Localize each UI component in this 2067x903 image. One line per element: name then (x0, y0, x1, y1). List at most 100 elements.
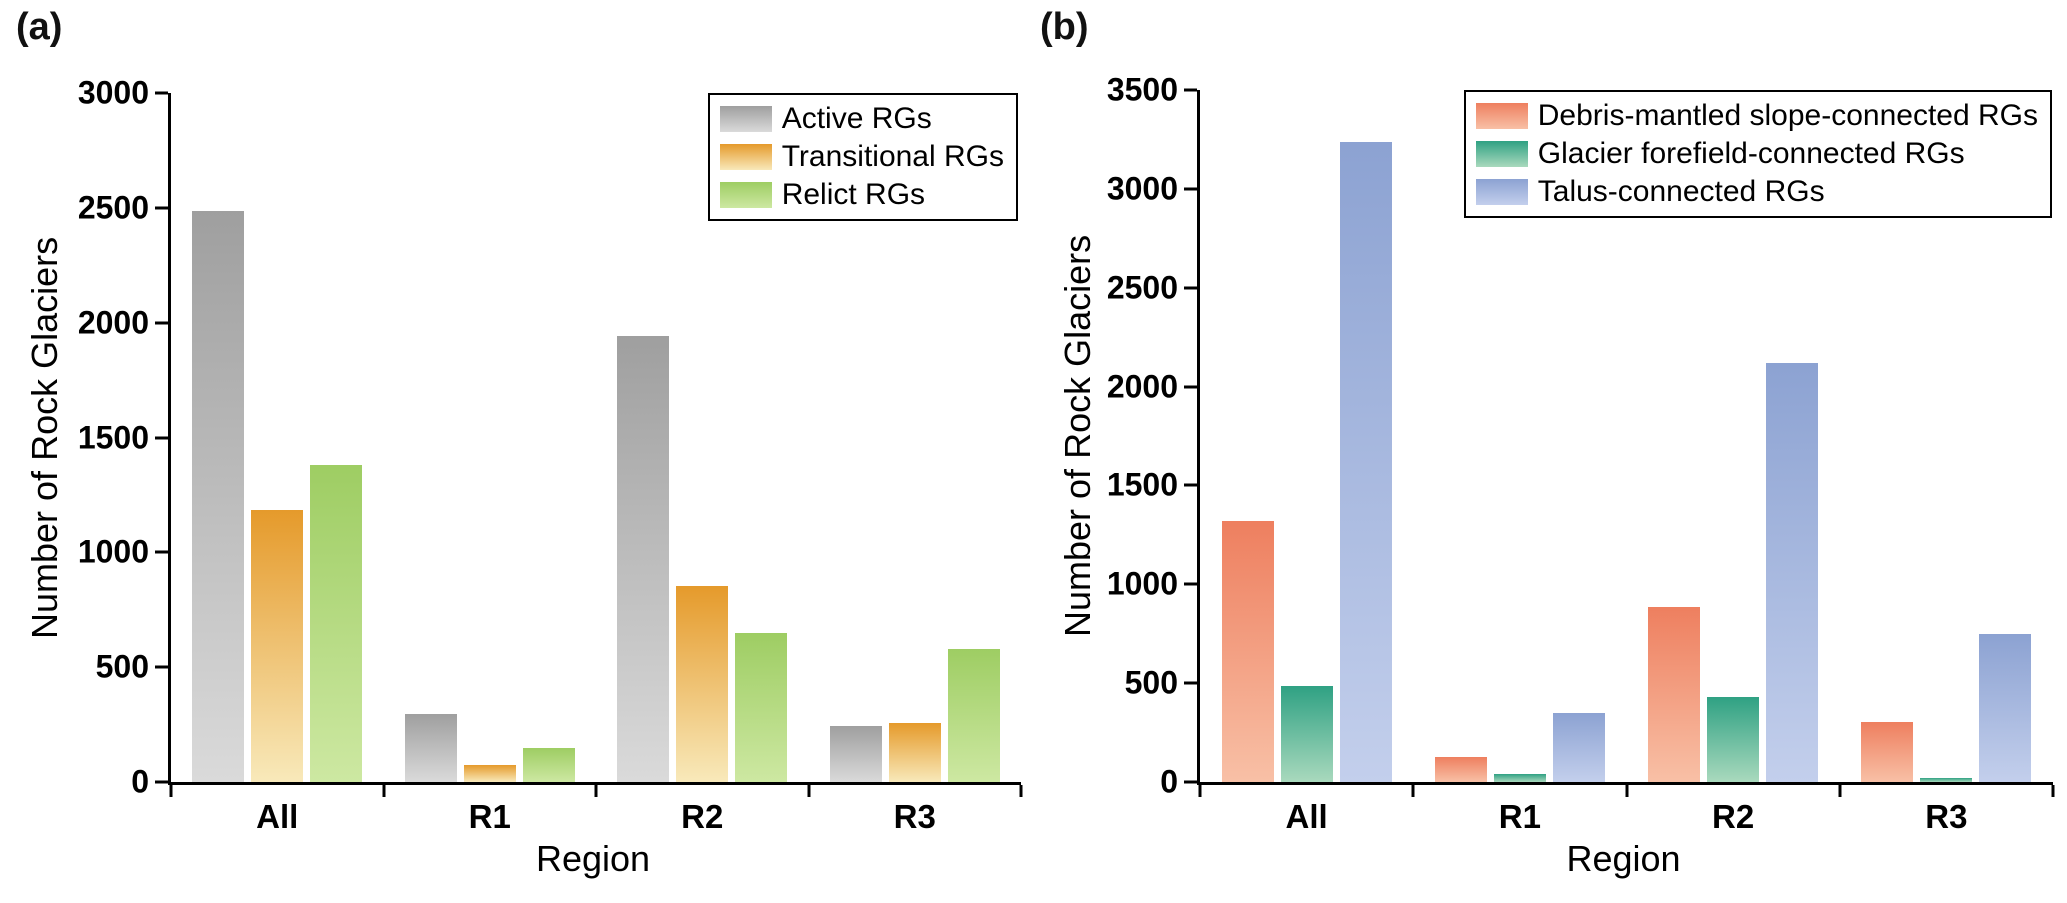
panel-a-x-axis-title: Region (535, 838, 651, 879)
bar-relict-rgs-r3 (947, 648, 1000, 782)
x-category-label-r3: R3 (1925, 798, 1968, 835)
x-axis-tick (1019, 785, 1023, 797)
legend-swatch-debris-mantled-slope-connected-rgs (1475, 103, 1528, 129)
legend-swatch-active-rgs (719, 106, 772, 132)
bar-debris-mantled-slope-connected-rgs-r2 (1648, 607, 1701, 782)
y-axis-tick (1184, 483, 1197, 487)
y-axis-tick (1184, 681, 1197, 685)
bar-relict-rgs-r2 (735, 632, 788, 782)
legend-item-relict-rgs: Relict RGs (719, 178, 1004, 212)
y-axis-tick-label: 2000 (77, 304, 149, 341)
x-axis-tick (382, 785, 385, 797)
legend-swatch-relict-rgs (719, 182, 772, 208)
y-axis-tick-label: 1000 (77, 533, 149, 570)
y-axis-tick (1184, 88, 1197, 92)
x-axis-tick (1838, 785, 1842, 797)
y-axis-tick (155, 665, 168, 669)
x-axis-tick (594, 785, 598, 797)
legend-label-transitional-rgs: Transitional RGs (781, 140, 1004, 173)
x-axis-tick (169, 785, 173, 797)
bar-talus-connected-rgs-all (1339, 142, 1392, 782)
legend-item-glacier-forefield-connected-rgs: Glacier forefield-connected RGs (1475, 137, 2038, 171)
legend-label-active-rgs: Active RGs (781, 102, 932, 135)
y-axis-tick-label: 3500 (1106, 71, 1178, 108)
x-category-label-r2: R2 (681, 798, 724, 835)
bar-glacier-forefield-connected-rgs-r3 (1920, 778, 1973, 782)
bar-glacier-forefield-connected-rgs-r1 (1493, 774, 1546, 782)
bar-talus-connected-rgs-r3 (1979, 633, 2032, 782)
panel-a-legend: Active RGs Transitional RGs Relict RGs (707, 93, 1018, 221)
x-axis-tick (1625, 785, 1628, 797)
legend-label-debris-mantled-slope-connected-rgs: Debris-mantled slope-connected RGs (1537, 99, 2038, 132)
legend-swatch-talus-connected-rgs (1475, 179, 1528, 205)
panel-b-x-axis-title: Region (1566, 838, 1681, 879)
bar-relict-rgs-all (310, 465, 363, 782)
bar-debris-mantled-slope-connected-rgs-r3 (1861, 721, 1914, 782)
x-axis-tick (807, 785, 810, 797)
y-axis-tick-label: 3000 (1106, 170, 1178, 207)
bar-glacier-forefield-connected-rgs-all (1280, 686, 1333, 782)
y-axis-tick (155, 550, 168, 554)
x-category-label-r2: R2 (1712, 798, 1755, 835)
bar-transitional-rgs-r1 (463, 764, 516, 782)
panel-a-label: (a) (16, 6, 63, 48)
y-axis-tick-label: 1000 (1106, 565, 1178, 602)
y-axis-tick (155, 91, 168, 95)
legend-item-transitional-rgs: Transitional RGs (719, 140, 1004, 174)
y-axis-tick (155, 206, 168, 210)
bar-active-rgs-r1 (404, 714, 457, 782)
y-axis-tick-label: 500 (95, 648, 149, 685)
y-axis-tick (1184, 286, 1197, 290)
y-axis-tick-label: 2500 (1106, 269, 1178, 306)
x-category-label-r3: R3 (893, 798, 936, 835)
bar-transitional-rgs-all (251, 509, 304, 782)
legend-label-talus-connected-rgs: Talus-connected RGs (1537, 175, 1825, 208)
x-axis-tick (1198, 785, 1202, 797)
bar-transitional-rgs-r2 (676, 585, 729, 782)
y-axis-tick-label: 500 (1124, 664, 1178, 701)
bar-debris-mantled-slope-connected-rgs-r1 (1434, 757, 1487, 782)
panel-b-label: (b) (1040, 6, 1089, 48)
y-axis-tick-label: 0 (1160, 763, 1178, 800)
bar-active-rgs-r2 (617, 336, 670, 782)
y-axis-tick-label: 2000 (1106, 368, 1178, 405)
bar-talus-connected-rgs-r1 (1552, 712, 1605, 782)
y-axis-tick (1184, 385, 1197, 389)
y-axis-tick (1184, 780, 1197, 784)
legend-item-talus-connected-rgs: Talus-connected RGs (1475, 175, 2038, 209)
panel-b-legend: Debris-mantled slope-connected RGs Glacie… (1463, 90, 2052, 218)
y-axis-tick-label: 0 (131, 763, 149, 800)
legend-label-relict-rgs: Relict RGs (781, 178, 926, 211)
y-axis-tick-label: 3000 (77, 74, 149, 111)
bar-relict-rgs-r1 (522, 747, 575, 782)
y-axis-tick (1184, 187, 1197, 191)
panel-a-y-axis-title: Number of Rock Glaciers (24, 236, 65, 639)
panel-a-plot-area: 0 500 1000 1500 2000 2500 3000 All R1 R2 R3 (78, 75, 1023, 835)
x-category-label-r1: R1 (1498, 798, 1541, 835)
x-category-label-r1: R1 (468, 798, 511, 835)
y-axis-tick-label: 1500 (1106, 466, 1178, 503)
y-axis-tick (155, 436, 168, 439)
legend-item-debris-mantled-slope-connected-rgs: Debris-mantled slope-connected RGs (1475, 99, 2038, 133)
legend-label-glacier-forefield-connected-rgs: Glacier forefield-connected RGs (1537, 137, 1965, 170)
x-axis-tick (2051, 785, 2055, 797)
x-category-label-all: All (1285, 798, 1328, 835)
bar-active-rgs-r3 (829, 725, 882, 782)
bar-talus-connected-rgs-r2 (1766, 362, 1819, 782)
y-axis-tick-label: 2500 (77, 189, 149, 226)
y-axis-tick (1184, 582, 1197, 586)
x-axis-tick (1411, 785, 1415, 797)
legend-swatch-glacier-forefield-connected-rgs (1475, 141, 1528, 167)
legend-swatch-transitional-rgs (719, 144, 772, 170)
panel-b-y-axis-title: Number of Rock Glaciers (1057, 234, 1098, 638)
panel-b-plot-area: 0 500 1000 1500 2000 2500 3000 3500 All R1 R2 R3 (1107, 72, 2055, 835)
legend-item-active-rgs: Active RGs (719, 102, 1004, 136)
y-axis-tick (155, 780, 168, 784)
bar-active-rgs-all (192, 211, 245, 782)
x-category-label-all: All (256, 798, 299, 835)
bar-glacier-forefield-connected-rgs-r2 (1707, 696, 1760, 782)
y-axis-tick (155, 321, 168, 325)
bar-transitional-rgs-r3 (888, 723, 941, 782)
y-axis-tick-label: 1500 (77, 419, 149, 455)
